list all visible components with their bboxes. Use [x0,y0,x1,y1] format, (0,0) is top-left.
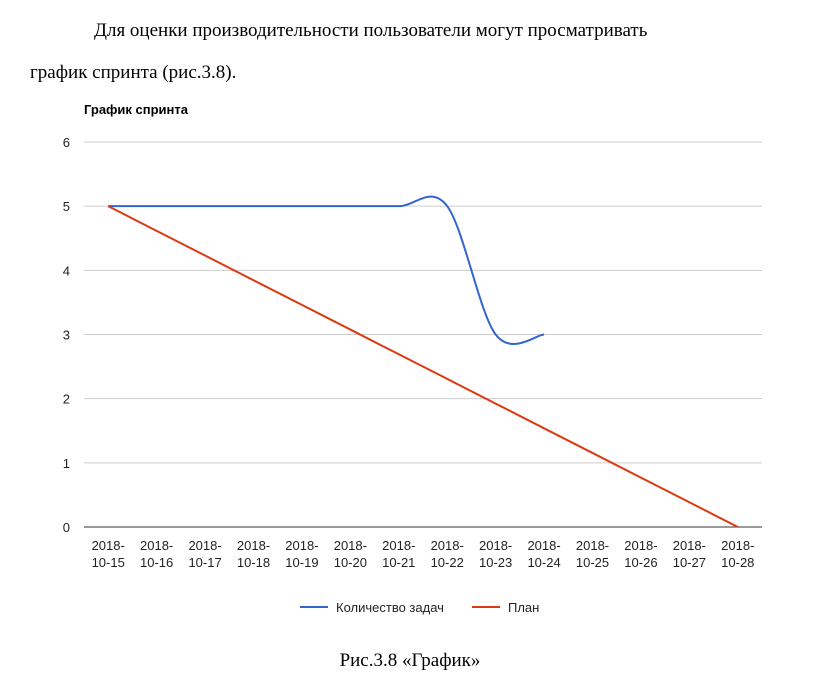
x-tick-label: 2018-10-18 [237,538,270,570]
chart-title: График спринта [84,102,188,117]
sprint-chart: График спринта 0 1 2 3 4 5 6 2018-10-15 2018-10-… [0,90,820,630]
x-tick-label: 2018-10-16 [140,538,173,570]
series-line-1 [108,195,545,345]
x-tick-label: 2018-10-15 [92,538,125,570]
chart-canvas: 0 1 2 3 4 5 6 2018-10-15 2018-10-16 2018-10-17 201… [63,135,762,615]
y-tick-label: 4 [63,263,70,278]
figure-caption: Рис.3.8 «График» [339,650,481,671]
x-tick-label: 2018-10-23 [479,538,512,570]
x-tick-label: 2018-10-26 [624,538,657,570]
y-tick-label: 0 [63,520,70,535]
x-tick-label: 2018-10-25 [576,538,609,570]
y-tick-label: 6 [63,135,70,150]
x-tick-label: 2018-10-19 [285,538,318,570]
intro-paragraph: Для оценки производительности пользовате… [30,10,800,94]
y-tick-label: 5 [63,199,70,214]
paragraph-line-1: Для оценки производительности пользовате… [94,20,648,41]
x-tick-label: 2018-10-27 [673,538,706,570]
series-line-2 [107,205,739,528]
x-tick-label: 2018-10-28 [721,538,754,570]
x-tick-label: 2018-10-17 [188,538,221,570]
y-tick-label: 1 [63,456,70,471]
y-tick-label: 2 [63,392,70,407]
paragraph-line-2: график спринта (рис.3.8). [30,62,237,83]
x-tick-label: 2018-10-24 [527,538,560,570]
legend-label-1: Количество задач [336,600,444,615]
y-tick-label: 3 [63,328,70,343]
x-tick-label: 2018-10-20 [334,538,367,570]
x-tick-label: 2018-10-22 [431,538,464,570]
x-tick-label: 2018-10-21 [382,538,415,570]
legend-label-2: План [508,600,539,615]
